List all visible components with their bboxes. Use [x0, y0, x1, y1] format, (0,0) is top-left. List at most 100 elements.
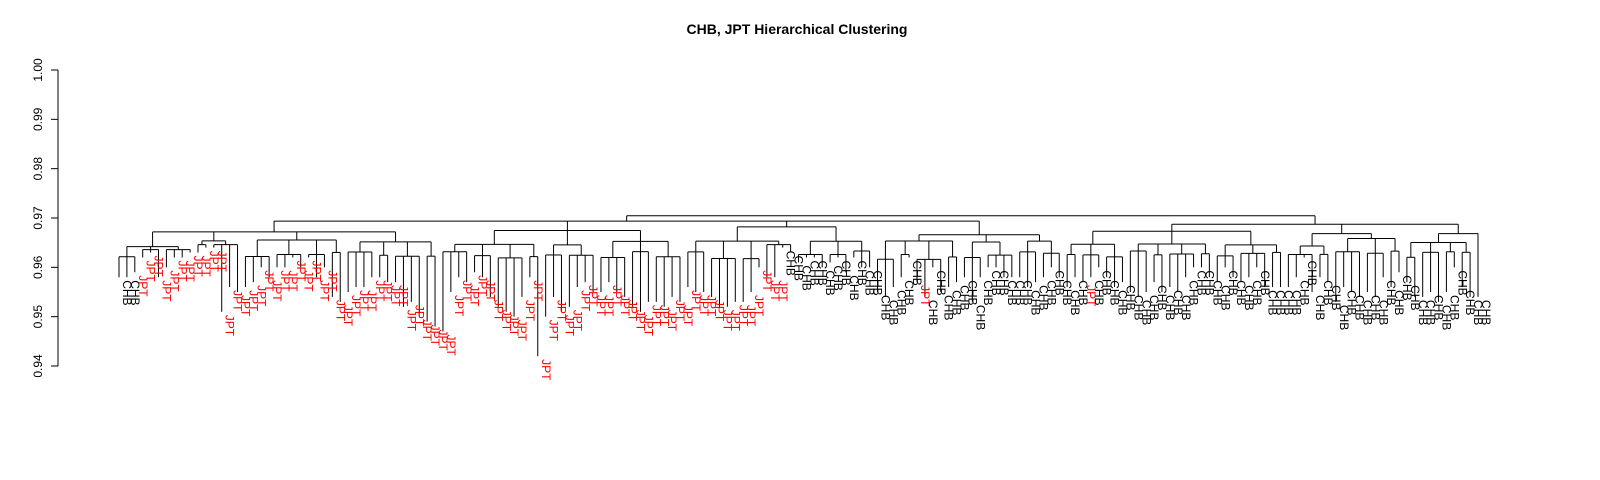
leaf-label: JPT	[570, 310, 584, 332]
leaf-label: CHB	[1408, 285, 1422, 310]
leaf-label: CHB	[879, 295, 893, 320]
leaf-label: JPT	[397, 285, 411, 307]
leaf-label: JPT	[483, 280, 497, 302]
leaf-label: JPT	[341, 305, 355, 327]
leaf-label: JPT	[199, 256, 213, 278]
leaf-label: CHB	[1360, 300, 1374, 325]
leaf-label: CHB	[1471, 300, 1485, 325]
leaf-label: CHB	[973, 305, 987, 330]
leaf-label: CHB	[1321, 280, 1335, 305]
leaf-label: JPT	[476, 275, 490, 297]
leaf-label: CHB	[1147, 295, 1161, 320]
leaf-label: JPT	[760, 270, 774, 292]
leaf-label: CHB	[823, 270, 837, 295]
leaf-label: CHB	[839, 260, 853, 285]
leaf-label: CHB	[1463, 290, 1477, 315]
leaf-label: JPT	[468, 285, 482, 307]
leaf-label: CHB	[1116, 290, 1130, 315]
y-tick-label: 0.99	[31, 107, 45, 131]
leaf-label: JPT	[491, 300, 505, 322]
leaf-label: JPT	[697, 295, 711, 317]
leaf-label: JPT	[452, 295, 466, 317]
leaf-label: CHB	[784, 251, 798, 276]
leaf-label: CHB	[1044, 280, 1058, 305]
leaf-label: CHB	[1313, 295, 1327, 320]
leaf-label: JPT	[555, 300, 569, 322]
leaf-label: CHB	[815, 260, 829, 285]
leaf-label: JPT	[404, 310, 418, 332]
leaf-label: CHB	[1218, 285, 1232, 310]
leaf-label: JPT	[428, 325, 442, 347]
leaf-label: JPT	[318, 280, 332, 302]
leaf-label: CHB	[1187, 280, 1201, 305]
leaf-label: JPT	[641, 315, 655, 337]
leaf-label: CHB	[1455, 270, 1469, 295]
leaf-label: CHB	[1329, 285, 1343, 310]
leaf-label: JPT	[412, 305, 426, 327]
leaf-label: CHB	[831, 265, 845, 290]
y-tick-label: 0.96	[31, 255, 45, 279]
chart-title: CHB, JPT Hierarchical Clustering	[687, 21, 908, 37]
leaf-label: JPT	[270, 280, 284, 302]
leaf-label: JPT	[507, 315, 521, 337]
leaf-label: CHB	[1305, 260, 1319, 285]
y-tick-label: 0.97	[31, 206, 45, 230]
leaf-label: CHB	[965, 280, 979, 305]
leaf-label: CHB	[1353, 295, 1367, 320]
leaf-label: CHB	[1092, 280, 1106, 305]
leaf-label: JPT	[373, 280, 387, 302]
leaf-label: JPT	[231, 290, 245, 312]
leaf-label: CHB	[1258, 270, 1272, 295]
leaf-label: CHB	[958, 285, 972, 310]
leaf-label: JPT	[278, 270, 292, 292]
leaf-label: JPT	[586, 285, 600, 307]
leaf-label: CHB	[1392, 290, 1406, 315]
leaf-label: JPT	[720, 310, 734, 332]
leaf-label: CHB	[1029, 290, 1043, 315]
leaf-label: JPT	[254, 285, 268, 307]
y-tick-label: 0.98	[31, 157, 45, 181]
leaf-label: JPT	[1084, 285, 1098, 307]
leaf-label: CHB	[1068, 290, 1082, 315]
leaf-label: CHB	[1250, 280, 1264, 305]
leaf-label: CHB	[997, 270, 1011, 295]
leaf-label: CHB	[902, 280, 916, 305]
leaf-label: JPT	[523, 300, 537, 322]
leaf-label: JPT	[144, 260, 158, 282]
leaf-label: CHB	[1139, 300, 1153, 325]
leaf-label: JPT	[191, 256, 205, 278]
leaf-label: CHB	[871, 270, 885, 295]
leaf-label: CHB	[1052, 270, 1066, 295]
leaf-label: CHB	[128, 280, 142, 305]
leaf-label: CHB	[1234, 280, 1248, 305]
y-tick-label: 1.00	[31, 58, 45, 82]
leaf-label: JPT	[223, 315, 237, 337]
leaf-label: CHB	[1439, 305, 1453, 330]
leaf-label: CHB	[950, 290, 964, 315]
leaf-label: CHB	[1179, 295, 1193, 320]
leaf-label: JPT	[562, 315, 576, 337]
leaf-label: CHB	[1060, 280, 1074, 305]
leaf-label: CHB	[1337, 305, 1351, 330]
leaf-label: CHB	[1432, 295, 1446, 320]
leaf-label: JPT	[389, 285, 403, 307]
leaf-label: CHB	[1266, 290, 1280, 315]
leaf-label: CHB	[1447, 295, 1461, 320]
leaf-label: JPT	[649, 305, 663, 327]
leaf-label: CHB	[1297, 280, 1311, 305]
leaf-label: JPT	[665, 310, 679, 332]
leaf-label: CHB	[800, 265, 814, 290]
leaf-label: JPT	[325, 270, 339, 292]
leaf-label: CHB	[1021, 280, 1035, 305]
leaf-label: JPT	[531, 280, 545, 302]
leaf-label: CHB	[942, 295, 956, 320]
leaf-label: JPT	[918, 285, 932, 307]
leaf-label: JPT	[776, 280, 790, 302]
leaf-label: JPT	[499, 310, 513, 332]
leaf-label: CHB	[792, 256, 806, 281]
leaf-label: JPT	[444, 334, 458, 356]
leaf-label: CHB	[863, 270, 877, 295]
leaf-label: JPT	[681, 305, 695, 327]
leaf-label: CHB	[1108, 280, 1122, 305]
